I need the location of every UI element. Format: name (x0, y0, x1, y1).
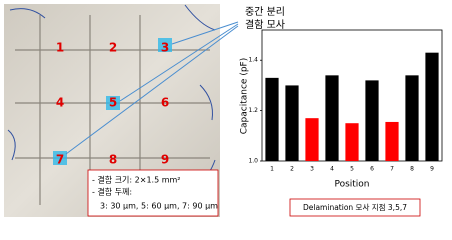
callout-arrows (65, 21, 239, 155)
annotation: Delamination 모사 지점 3,5,7 (303, 202, 407, 212)
position-label: 5 (109, 96, 117, 110)
position-label: 7 (56, 153, 64, 167)
x-tick-label: 4 (330, 166, 334, 173)
x-tick-label: 3 (310, 166, 314, 173)
x-tick-label: 6 (370, 166, 374, 173)
x-tick-label: 9 (430, 166, 434, 173)
position-label: 2 (109, 41, 117, 55)
info-text: - 결함 크기: 2×1.5 mm² (92, 175, 181, 185)
photo: 중간 분리 결함 모사 - 결함 크기: 2×1.5 mm² - 결함 두께: … (4, 4, 285, 217)
position-label: 3 (161, 41, 169, 55)
y-tick-label: 1.0 (248, 158, 258, 165)
bar (305, 118, 319, 161)
position-label: 1 (56, 41, 64, 55)
x-axis-label: Position (334, 180, 369, 190)
bar (285, 85, 299, 161)
info-box (87, 169, 219, 217)
x-tick-label: 2 (290, 166, 294, 173)
x-tick-label: 1 (270, 166, 274, 173)
position-label: 8 (109, 153, 117, 167)
bar (325, 75, 339, 161)
y-tick-label: 1.2 (248, 107, 258, 114)
figure: 중간 분리 결함 모사 - 결함 크기: 2×1.5 mm² - 결함 두께: … (4, 4, 443, 217)
bar (265, 77, 279, 161)
position-label: 4 (56, 96, 64, 110)
defect-marker (53, 151, 67, 165)
bar (365, 80, 379, 161)
position-label: 9 (161, 153, 169, 167)
annotation-box (289, 198, 421, 217)
callout: 중간 분리 (245, 6, 285, 18)
callout: 결함 모사 (245, 19, 285, 31)
info-text: - 결함 두께: (92, 187, 132, 197)
bar (385, 121, 399, 161)
bar (405, 75, 419, 161)
y-tick-label: 1.4 (248, 57, 258, 64)
defect-marker (158, 38, 172, 52)
defect-marker (106, 96, 120, 110)
x-tick-label: 7 (390, 166, 394, 173)
x-tick-label: 8 (410, 166, 414, 173)
x-tick-label: 5 (350, 166, 354, 173)
bar (425, 52, 439, 161)
bar (345, 123, 359, 161)
info-text: 3: 30 μm, 5: 60 μm, 7: 90 μm (100, 202, 218, 211)
position-label: 6 (161, 96, 169, 110)
y-axis-label: Capacitance (pF) (240, 58, 250, 134)
